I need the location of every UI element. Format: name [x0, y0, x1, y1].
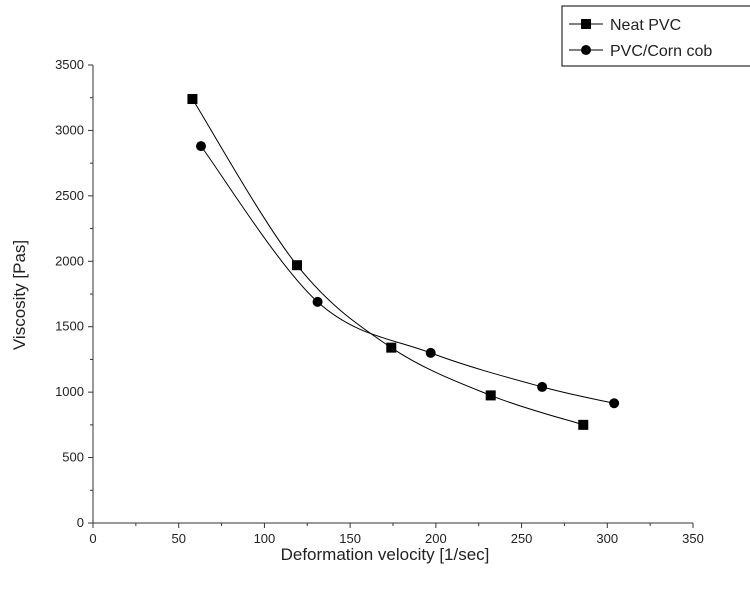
y-tick-label: 1000 — [55, 384, 84, 399]
ticks — [88, 64, 694, 528]
data-point-square — [187, 94, 198, 105]
series-layer — [187, 94, 620, 430]
legend-label: PVC/Corn cob — [610, 43, 712, 60]
data-point-circle — [425, 347, 436, 358]
data-point-square — [386, 342, 397, 353]
y-tick-label: 3000 — [55, 122, 84, 137]
y-tick-label: 0 — [77, 515, 84, 530]
data-point-circle — [609, 398, 620, 409]
x-tick-label: 150 — [339, 531, 361, 546]
data-point-circle — [196, 141, 206, 152]
data-point-square — [485, 390, 496, 401]
x-tick-label: 0 — [89, 531, 96, 546]
x-tick-label: 50 — [171, 531, 185, 546]
series-line — [192, 98, 584, 426]
y-tick-label: 500 — [62, 450, 84, 465]
y-tick-label: 2000 — [55, 253, 84, 268]
x-axis-title: Deformation velocity [1/sec] — [281, 545, 490, 564]
x-tick-label: 100 — [254, 531, 276, 546]
y-tick-label: 1500 — [55, 319, 84, 334]
x-tick-label: 350 — [682, 531, 704, 546]
series-circle — [196, 141, 620, 409]
x-tick-label: 250 — [511, 531, 533, 546]
y-tick-label: 3500 — [55, 57, 84, 72]
series-square — [187, 94, 589, 430]
y-axis-title: Viscosity [Pas] — [10, 240, 29, 350]
data-point-square — [292, 260, 302, 271]
legend-marker-circle — [581, 45, 591, 55]
legend-marker-square — [581, 19, 591, 29]
data-point-circle — [537, 381, 548, 392]
data-point-square — [578, 419, 589, 430]
x-tick-label: 300 — [596, 531, 618, 546]
series-line — [200, 145, 615, 404]
data-point-circle — [312, 296, 323, 307]
x-tick-label: 200 — [425, 531, 447, 546]
legend: Neat PVC PVC/Corn cob — [561, 5, 750, 67]
legend-label: Neat PVC — [610, 17, 681, 34]
legend-entries: Neat PVC PVC/Corn cob — [569, 17, 712, 60]
tick-labels: 0 50 100 150 200 250 300 3500500100015002000250… — [55, 57, 704, 546]
y-tick-label: 2500 — [55, 188, 84, 203]
legend-box — [561, 5, 750, 67]
